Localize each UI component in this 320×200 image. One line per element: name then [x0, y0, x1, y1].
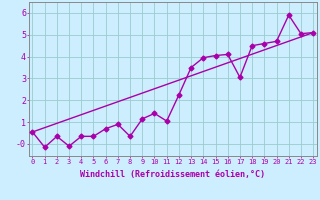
X-axis label: Windchill (Refroidissement éolien,°C): Windchill (Refroidissement éolien,°C) [80, 170, 265, 179]
